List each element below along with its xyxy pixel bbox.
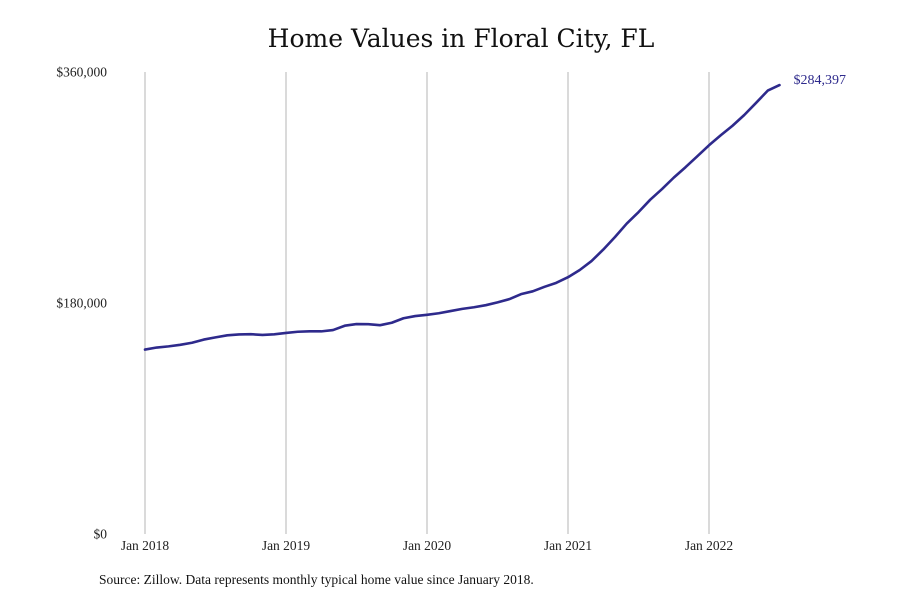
x-tick-label: Jan 2022 (685, 538, 733, 553)
y-tick-label: $180,000 (56, 296, 107, 311)
x-tick-label: Jan 2018 (121, 538, 170, 553)
x-tick-label: Jan 2019 (262, 538, 311, 553)
x-axis: Jan 2018 Jan 2019 Jan 2020 Jan 2021 Jan 2022 (121, 538, 733, 553)
x-tick-label: Jan 2021 (544, 538, 592, 553)
chart-title: Home Values in Floral City, FL (267, 24, 655, 53)
y-tick-label: $360,000 (56, 65, 107, 80)
series-line (143, 83, 781, 351)
source-note: Source: Zillow. Data represents monthly … (99, 572, 534, 587)
end-value-label: $284,397 (794, 73, 847, 88)
gridlines (144, 72, 710, 534)
series-layer: $284,397 (143, 73, 847, 351)
y-axis: $0 $180,000 $360,000 (56, 65, 107, 542)
y-tick-label: $0 (94, 527, 108, 542)
x-tick-label: Jan 2020 (403, 538, 452, 553)
